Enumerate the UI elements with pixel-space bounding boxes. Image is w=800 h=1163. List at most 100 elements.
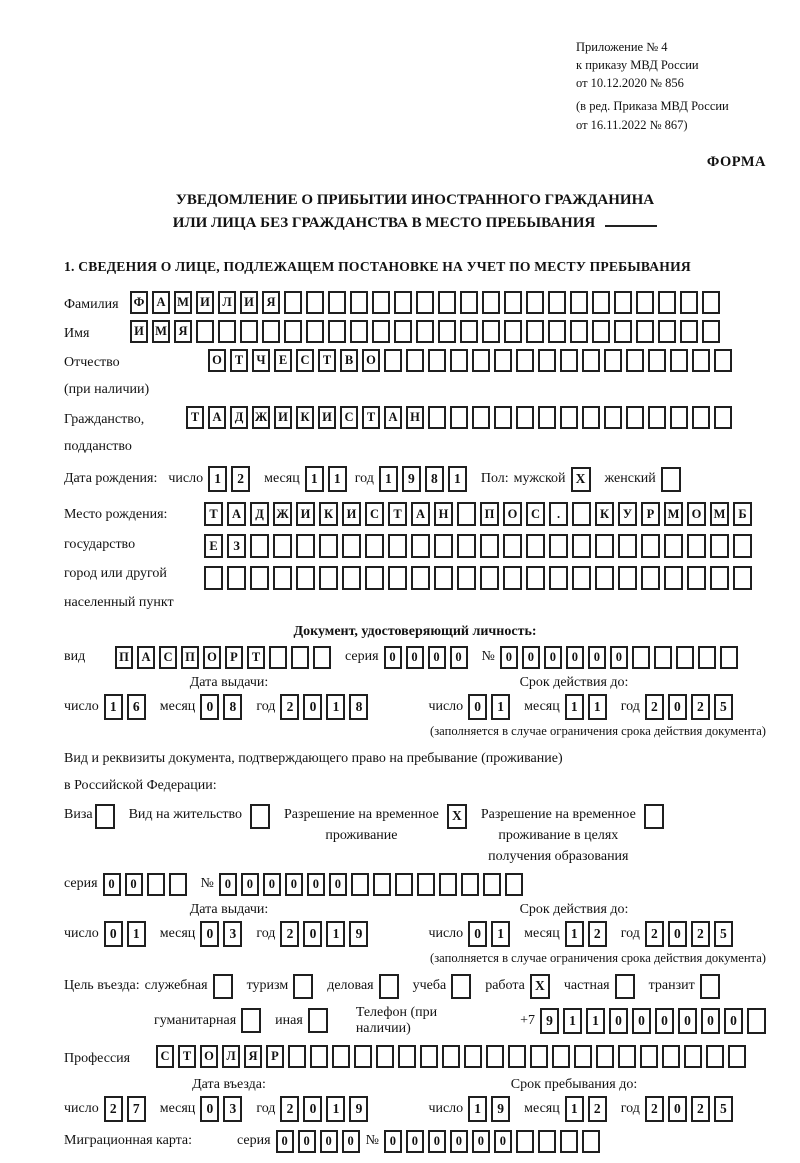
char-cell[interactable] [595,566,614,591]
char-cell[interactable] [250,566,269,591]
char-cell[interactable] [460,320,478,344]
char-cell[interactable] [146,872,165,896]
char-cell[interactable]: 0 [341,1129,360,1153]
sex-male-checkbox[interactable]: X [570,466,591,492]
char-cell[interactable] [494,405,512,429]
char-cell[interactable] [365,534,384,559]
char-cell[interactable] [240,320,258,344]
char-cell[interactable] [504,320,522,344]
char-cell[interactable]: И [274,405,292,429]
char-cell[interactable]: 5 [713,693,733,720]
char-cell[interactable] [288,1044,306,1068]
char-cell[interactable]: 0 [218,872,237,896]
char-cell[interactable] [388,566,407,591]
char-cell[interactable]: С [156,1044,174,1068]
char-cell[interactable] [204,566,223,591]
char-cell[interactable]: 1 [564,693,584,720]
char-cell[interactable] [719,645,738,669]
char-cell[interactable] [640,1044,658,1068]
char-cell[interactable]: 2 [644,920,664,947]
char-cell[interactable] [503,534,522,559]
char-cell[interactable]: 0 [200,920,220,947]
char-cell[interactable]: 1 [103,693,123,720]
char-cell[interactable]: К [296,405,314,429]
char-cell[interactable]: 2 [690,1095,710,1122]
char-cell[interactable]: 9 [491,1095,511,1122]
char-cell[interactable] [526,566,545,591]
char-cell[interactable] [416,872,435,896]
char-cell[interactable] [416,291,434,315]
char-cell[interactable]: Т [204,502,223,527]
char-cell[interactable]: Е [204,534,223,559]
temp-residence-checkbox[interactable]: X [446,803,467,829]
char-cell[interactable] [284,320,302,344]
char-cell[interactable] [581,1129,600,1153]
char-cell[interactable]: Л [218,291,236,315]
char-cell[interactable] [641,566,660,591]
char-cell[interactable]: 0 [303,920,323,947]
char-cell[interactable]: Л [222,1044,240,1068]
char-cell[interactable]: 1 [378,466,398,493]
sex-female-checkbox[interactable] [660,466,681,492]
char-cell[interactable] [450,349,468,373]
char-cell[interactable] [319,566,338,591]
char-cell[interactable]: . [549,502,568,527]
char-cell[interactable] [350,320,368,344]
char-cell[interactable] [618,566,637,591]
char-cell[interactable]: 1 [564,1095,584,1122]
char-cell[interactable] [631,645,650,669]
char-cell[interactable]: 0 [521,645,540,669]
char-cell[interactable]: 8 [223,693,243,720]
char-cell[interactable]: 2 [231,466,251,493]
purpose-study-checkbox[interactable] [451,973,472,999]
char-cell[interactable]: Т [247,645,265,669]
char-cell[interactable]: 1 [304,466,324,493]
char-cell[interactable]: 5 [713,920,733,947]
char-cell[interactable] [486,1044,504,1068]
char-cell[interactable] [482,291,500,315]
char-cell[interactable] [747,1007,766,1034]
char-cell[interactable]: П [181,645,199,669]
char-cell[interactable] [291,645,309,669]
char-cell[interactable] [394,291,412,315]
char-cell[interactable] [372,291,390,315]
char-cell[interactable]: Н [434,502,453,527]
char-cell[interactable] [549,534,568,559]
char-cell[interactable]: 0 [667,1095,687,1122]
char-cell[interactable]: 5 [713,1095,733,1122]
char-cell[interactable]: 0 [297,1129,316,1153]
char-cell[interactable]: 0 [468,920,488,947]
char-cell[interactable] [411,534,430,559]
char-cell[interactable]: Ч [252,349,270,373]
char-cell[interactable] [595,534,614,559]
char-cell[interactable] [457,502,476,527]
char-cell[interactable] [503,566,522,591]
char-cell[interactable] [328,291,346,315]
char-cell[interactable]: П [115,645,133,669]
char-cell[interactable] [482,320,500,344]
char-cell[interactable]: Ф [130,291,148,315]
purpose-humanitarian-checkbox[interactable] [241,1008,262,1034]
char-cell[interactable] [618,1044,636,1068]
char-cell[interactable]: 1 [326,1095,346,1122]
char-cell[interactable] [504,291,522,315]
char-cell[interactable]: Р [266,1044,284,1068]
char-cell[interactable] [626,405,644,429]
char-cell[interactable] [306,291,324,315]
char-cell[interactable]: Т [318,349,336,373]
char-cell[interactable]: 0 [609,645,628,669]
char-cell[interactable]: 2 [103,1095,123,1122]
char-cell[interactable] [472,349,490,373]
char-cell[interactable] [604,349,622,373]
char-cell[interactable]: О [203,645,221,669]
char-cell[interactable] [526,291,544,315]
char-cell[interactable]: 0 [587,645,606,669]
char-cell[interactable] [537,1129,556,1153]
char-cell[interactable]: 0 [449,645,468,669]
char-cell[interactable]: И [342,502,361,527]
char-cell[interactable] [714,405,732,429]
char-cell[interactable]: С [365,502,384,527]
char-cell[interactable] [273,566,292,591]
char-cell[interactable] [269,645,287,669]
char-cell[interactable]: Е [274,349,292,373]
